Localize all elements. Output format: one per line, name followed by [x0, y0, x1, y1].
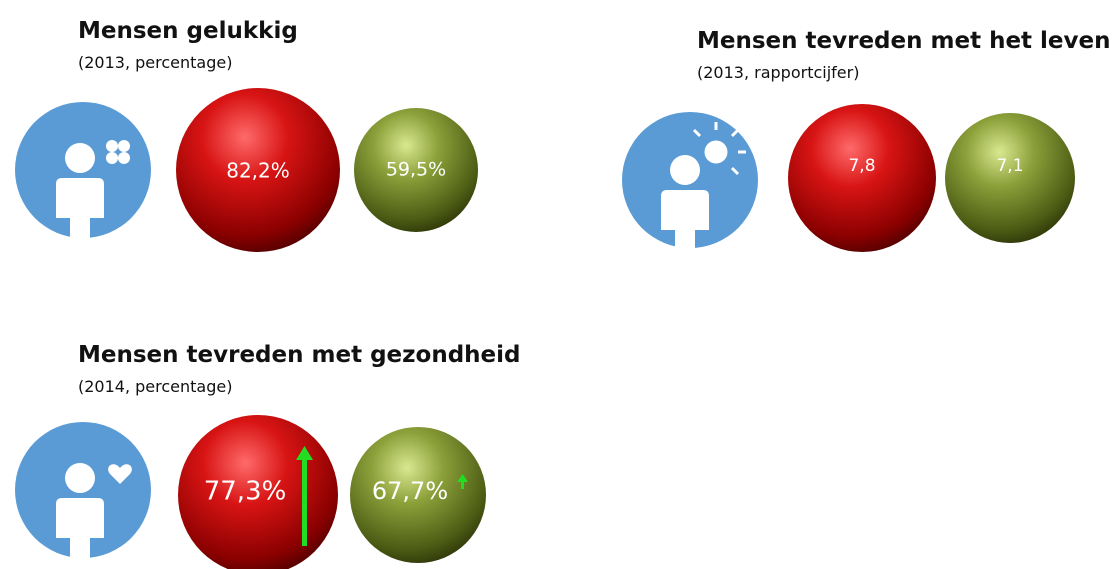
value-label: 7,8 [848, 156, 875, 176]
up-arrow [296, 446, 313, 546]
green-sphere [350, 427, 486, 563]
clover-icon [106, 140, 130, 164]
sun-icon [692, 122, 746, 176]
title: Mensen tevreden met het leven [697, 28, 1111, 54]
value-label: 77,3% [204, 477, 287, 507]
value-label: 67,7% [372, 477, 448, 505]
subtitle: (2013, percentage) [78, 53, 232, 72]
red-sphere [178, 415, 338, 569]
title: Mensen gelukkig [78, 18, 298, 44]
value-label: 82,2% [226, 159, 290, 183]
title: Mensen tevreden met gezondheid [78, 342, 520, 368]
subtitle: (2013, rapportcijfer) [697, 63, 859, 82]
heart-icon [108, 464, 132, 484]
subtitle: (2014, percentage) [78, 377, 232, 396]
green-sphere [354, 108, 478, 232]
value-label: 7,1 [996, 156, 1023, 176]
up-arrow [457, 474, 468, 489]
green-sphere [945, 113, 1075, 243]
red-sphere [176, 88, 340, 252]
red-sphere [788, 104, 936, 252]
value-label: 59,5% [386, 159, 446, 181]
